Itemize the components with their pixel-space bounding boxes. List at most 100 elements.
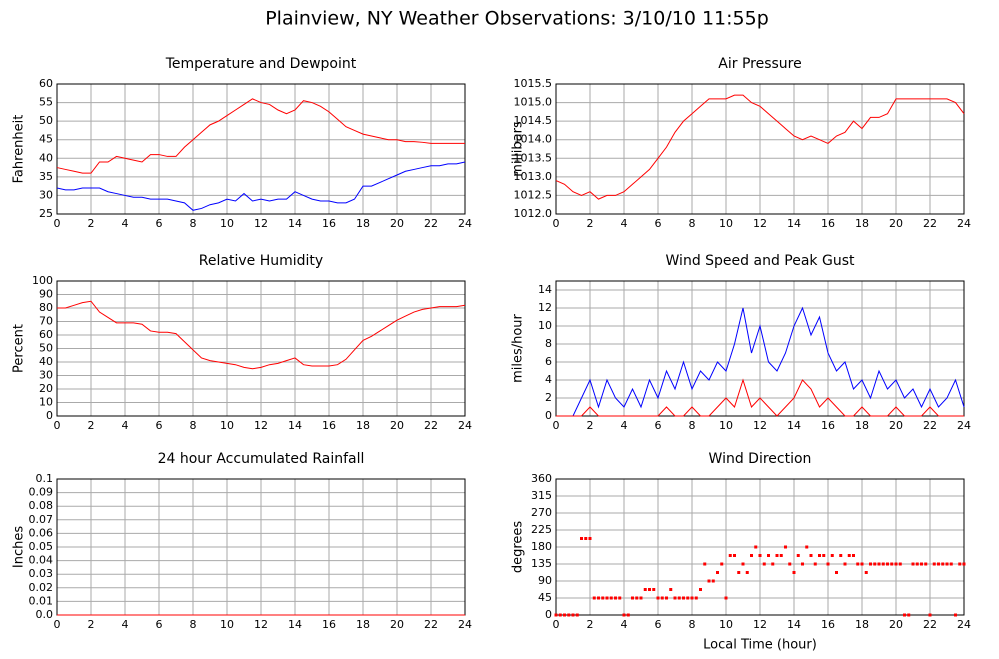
data-point — [856, 562, 860, 566]
x-tick-label: 20 — [889, 419, 903, 432]
x-tick-label: 14 — [288, 217, 302, 230]
data-point — [558, 613, 562, 617]
x-tick-label: 6 — [655, 419, 662, 432]
y-tick-label: 12 — [538, 301, 552, 314]
data-point — [843, 562, 847, 566]
data-point — [869, 562, 872, 566]
y-tick-label: 4 — [545, 373, 552, 386]
y-tick-label: 0.08 — [29, 499, 54, 512]
y-tick-label: 0.06 — [29, 526, 54, 539]
data-point — [575, 613, 579, 617]
data-point — [631, 596, 634, 600]
x-tick-label: 12 — [753, 618, 767, 631]
y-tick-label: 0.01 — [29, 594, 54, 607]
data-point — [852, 554, 855, 557]
x-tick-label: 24 — [458, 618, 472, 631]
x-tick-label: 8 — [190, 419, 197, 432]
y-tick-label: 0.02 — [29, 581, 54, 594]
data-point — [609, 596, 613, 600]
x-tick-label: 8 — [689, 419, 696, 432]
x-tick-label: 10 — [719, 419, 733, 432]
data-point — [784, 545, 787, 549]
y-tick-label: 40 — [39, 151, 53, 164]
x-tick-label: 6 — [655, 618, 662, 631]
y-axis-label: miles/hour — [511, 313, 526, 382]
data-point — [788, 562, 792, 566]
x-tick-label: 12 — [254, 217, 268, 230]
y-tick-label: 180 — [531, 540, 552, 553]
data-point — [890, 562, 894, 566]
data-point — [673, 596, 677, 600]
data-point — [937, 562, 940, 566]
y-tick-label: 40 — [39, 355, 53, 368]
panel-title: 24 hour Accumulated Rainfall — [158, 451, 365, 467]
x-tick-label: 0 — [553, 419, 560, 432]
y-tick-label: 315 — [531, 489, 552, 502]
data-point — [954, 613, 957, 617]
y-tick-label: 100 — [32, 274, 53, 287]
data-line — [56, 98, 465, 174]
page-title: Plainview, NY Weather Observations: 3/10… — [265, 8, 769, 30]
data-point — [639, 596, 643, 600]
data-point — [571, 613, 575, 617]
y-tick-label: 1014.5 — [514, 114, 553, 127]
data-point — [660, 596, 664, 600]
data-point — [920, 562, 923, 566]
data-line — [556, 378, 964, 417]
x-tick-label: 10 — [220, 419, 234, 432]
data-point — [728, 554, 732, 557]
x-tick-label: 14 — [787, 618, 801, 631]
y-tick-label: 0.1 — [36, 472, 54, 485]
data-point — [622, 613, 626, 617]
y-tick-label: 0.07 — [29, 513, 54, 526]
y-axis-label: Fahrenheit — [12, 115, 27, 184]
data-point — [758, 554, 762, 557]
data-point — [597, 596, 600, 600]
x-tick-label: 8 — [190, 217, 197, 230]
data-point — [584, 537, 588, 540]
data-point — [886, 562, 889, 566]
x-tick-label: 18 — [855, 217, 869, 230]
data-point — [924, 562, 928, 566]
x-tick-label: 2 — [587, 618, 594, 631]
data-point — [809, 554, 813, 557]
data-point — [716, 571, 719, 574]
x-tick-label: 24 — [957, 419, 971, 432]
y-tick-label: 0.03 — [29, 567, 54, 580]
plot-frame — [56, 280, 466, 417]
plot-frame — [555, 280, 965, 417]
y-tick-label: 270 — [531, 506, 552, 519]
data-point — [711, 579, 715, 583]
y-tick-label: 14 — [538, 283, 552, 296]
x-tick-label: 16 — [821, 217, 835, 230]
data-point — [847, 554, 851, 557]
panel-title: Air Pressure — [718, 56, 801, 72]
data-point — [733, 554, 736, 557]
x-tick-label: 18 — [855, 419, 869, 432]
x-tick-label: 2 — [88, 419, 95, 432]
y-tick-label: 90 — [39, 288, 53, 301]
y-tick-label: 360 — [531, 472, 552, 485]
x-tick-label: 0 — [553, 217, 560, 230]
y-axis-label: Percent — [12, 324, 27, 373]
x-tick-label: 14 — [288, 618, 302, 631]
data-point — [767, 554, 770, 557]
x-tick-label: 22 — [923, 217, 937, 230]
data-point — [618, 596, 622, 600]
data-point — [915, 562, 919, 566]
data-point — [932, 562, 936, 566]
x-tick-label: 14 — [787, 217, 801, 230]
plot-frame — [56, 83, 466, 215]
x-tick-label: 14 — [288, 419, 302, 432]
x-tick-label: 20 — [390, 217, 404, 230]
data-point — [818, 554, 821, 557]
data-point — [779, 554, 783, 557]
x-tick-label: 24 — [957, 618, 971, 631]
y-tick-label: 45 — [39, 133, 53, 146]
data-point — [703, 562, 707, 566]
x-tick-label: 22 — [424, 217, 438, 230]
x-tick-label: 2 — [88, 217, 95, 230]
y-tick-label: 225 — [531, 523, 552, 536]
x-tick-label: 0 — [54, 419, 61, 432]
